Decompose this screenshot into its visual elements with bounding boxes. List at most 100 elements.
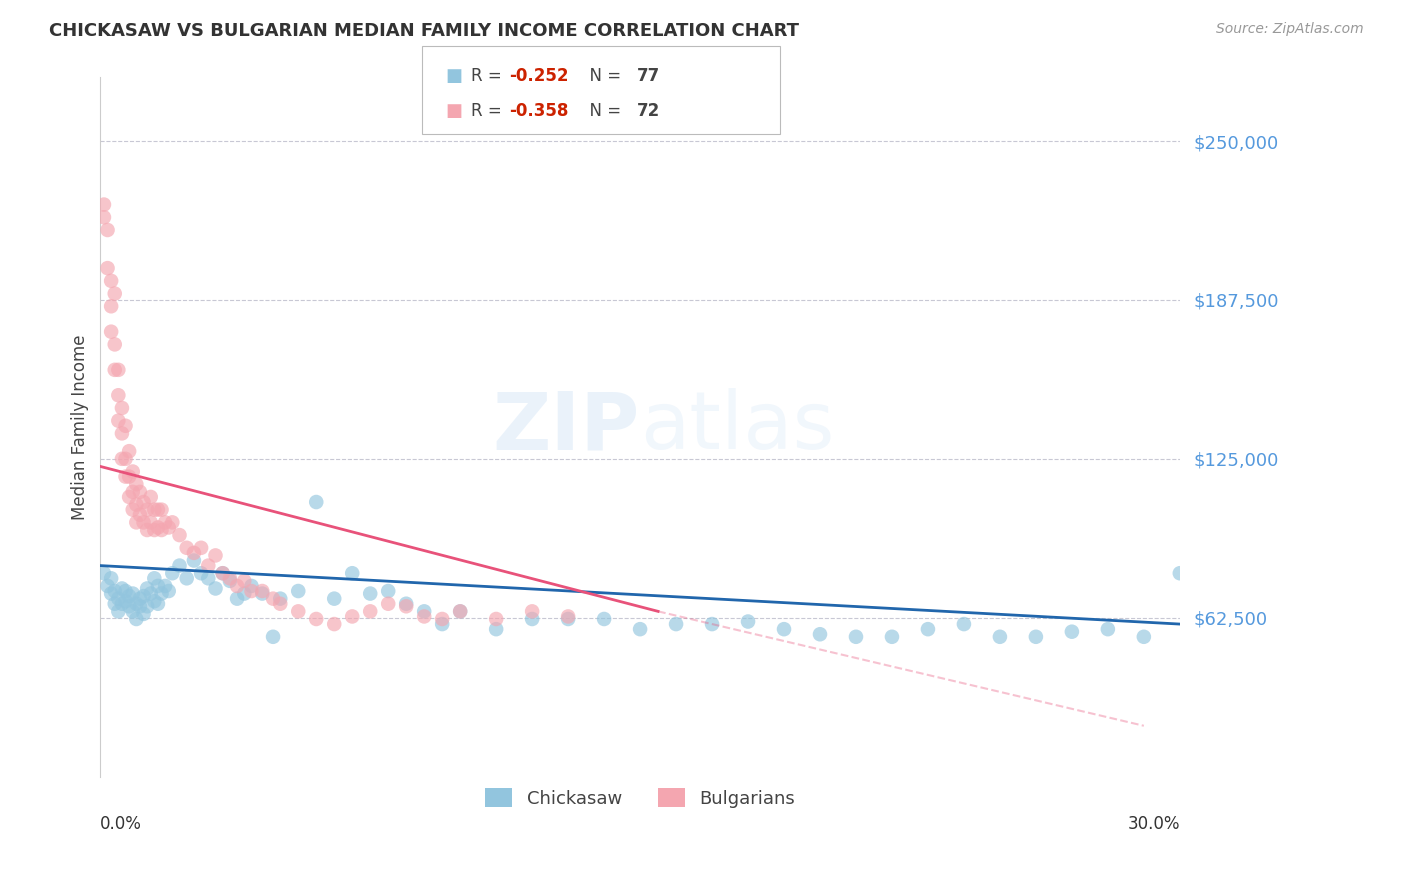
Point [136, 582, 159, 596]
Text: R =: R = [471, 103, 508, 120]
Point [132, 516, 155, 530]
Point [176, 571, 198, 585]
Point [139, 586, 162, 600]
Point [111, 451, 134, 466]
Point [359, 586, 381, 600]
Text: -0.358: -0.358 [509, 103, 568, 120]
Point [1097, 622, 1119, 636]
Point [139, 490, 162, 504]
Point [118, 469, 141, 483]
Point [100, 571, 122, 585]
Point [150, 502, 173, 516]
Point [104, 584, 127, 599]
Point [377, 584, 399, 599]
Point [157, 584, 180, 599]
Point [953, 617, 976, 632]
Point [169, 558, 191, 573]
Point [143, 523, 166, 537]
Point [269, 597, 291, 611]
Point [430, 617, 453, 632]
Point [323, 617, 346, 632]
Point [252, 584, 274, 599]
Point [1168, 566, 1191, 581]
Point [125, 498, 148, 512]
Point [96, 579, 118, 593]
Point [121, 604, 143, 618]
Point [143, 502, 166, 516]
Point [153, 579, 176, 593]
Point [233, 574, 256, 588]
Point [204, 549, 226, 563]
Point [305, 612, 328, 626]
Text: N =: N = [579, 103, 627, 120]
Point [129, 508, 152, 522]
Text: ZIP: ZIP [494, 388, 640, 466]
Point [104, 286, 127, 301]
Point [153, 516, 176, 530]
Point [118, 589, 141, 603]
Point [183, 546, 205, 560]
Point [150, 586, 173, 600]
Point [413, 609, 436, 624]
Point [1060, 624, 1083, 639]
Point [342, 609, 364, 624]
Text: N =: N = [579, 67, 627, 85]
Point [129, 484, 152, 499]
Point [449, 604, 471, 618]
Point [880, 630, 903, 644]
Point [211, 566, 233, 581]
Point [121, 586, 143, 600]
Point [93, 211, 115, 225]
Point [219, 571, 242, 585]
Point [118, 490, 141, 504]
Point [342, 566, 364, 581]
Point [162, 516, 184, 530]
Point [114, 584, 136, 599]
Point [520, 604, 543, 618]
Point [169, 528, 191, 542]
Point [700, 617, 723, 632]
Point [118, 444, 141, 458]
Point [111, 426, 134, 441]
Point [132, 495, 155, 509]
Point [557, 612, 579, 626]
Text: ■: ■ [446, 103, 463, 120]
Point [305, 495, 328, 509]
Point [114, 418, 136, 433]
Point [136, 599, 159, 614]
Point [114, 451, 136, 466]
Point [377, 597, 399, 611]
Point [107, 414, 129, 428]
Point [100, 586, 122, 600]
Text: atlas: atlas [640, 388, 835, 466]
Point [146, 520, 169, 534]
Point [287, 584, 309, 599]
Point [162, 566, 184, 581]
Point [485, 622, 508, 636]
Point [176, 541, 198, 555]
Point [125, 612, 148, 626]
Point [93, 197, 115, 211]
Y-axis label: Median Family Income: Median Family Income [72, 334, 89, 520]
Point [557, 609, 579, 624]
Point [125, 516, 148, 530]
Point [1025, 630, 1047, 644]
Point [121, 465, 143, 479]
Point [114, 594, 136, 608]
Legend: Chickasaw, Bulgarians: Chickasaw, Bulgarians [477, 779, 804, 816]
Point [111, 401, 134, 415]
Point [262, 630, 284, 644]
Point [287, 604, 309, 618]
Point [190, 566, 212, 581]
Point [593, 612, 616, 626]
Text: -0.252: -0.252 [509, 67, 568, 85]
Point [988, 630, 1011, 644]
Point [125, 477, 148, 491]
Point [114, 469, 136, 483]
Point [132, 607, 155, 621]
Point [413, 604, 436, 618]
Point [132, 589, 155, 603]
Point [107, 388, 129, 402]
Point [111, 597, 134, 611]
Point [204, 582, 226, 596]
